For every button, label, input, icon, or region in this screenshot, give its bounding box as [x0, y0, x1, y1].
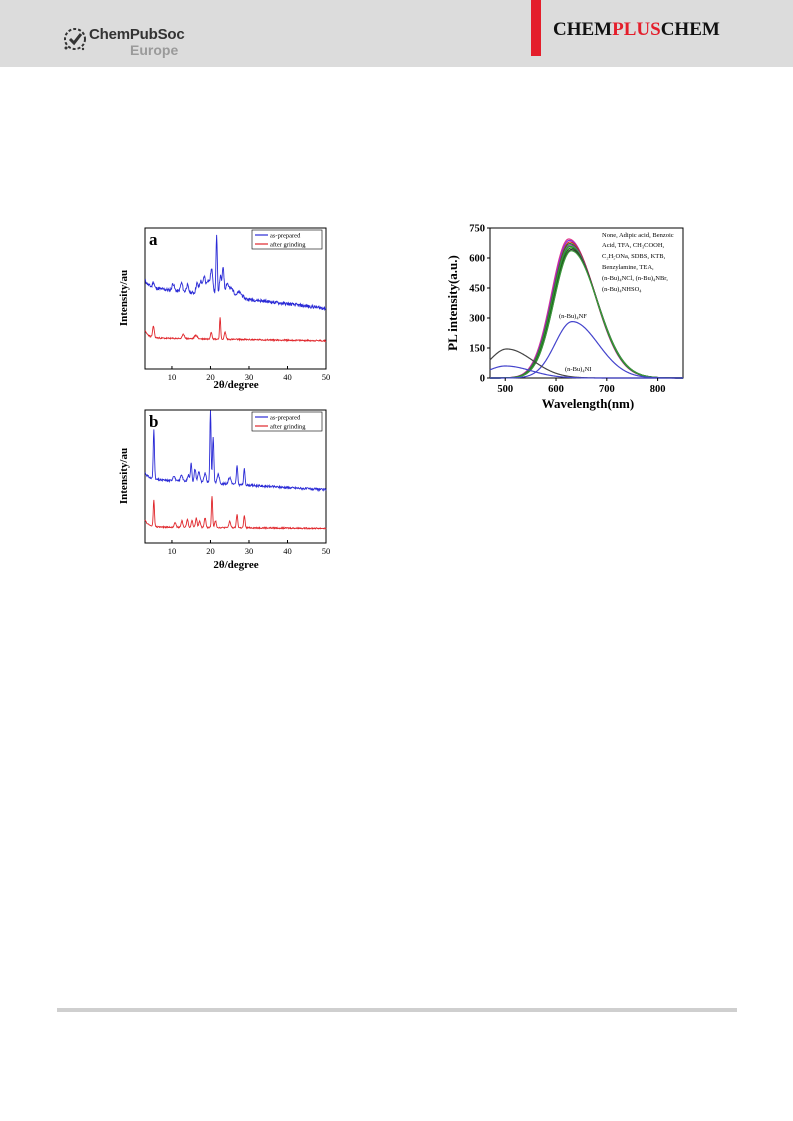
x-tick-label: 700	[599, 384, 615, 395]
plot-frame	[144, 227, 327, 370]
x-tick-label: 500	[497, 384, 513, 395]
series-line-2	[144, 317, 327, 343]
xrd-chart-b: b as-prepared after grinding 2θ/degree I…	[118, 409, 331, 571]
legend-box	[251, 411, 323, 432]
x-tick-label: 40	[283, 546, 292, 556]
footer-rule	[57, 1008, 737, 1012]
series-group	[144, 234, 327, 343]
x-axis-label: 2θ/degree	[213, 559, 258, 571]
legend-label-2: after grinding	[270, 424, 306, 431]
series-line-1	[144, 234, 327, 312]
pl-series-line-2	[490, 239, 683, 379]
axis-ticks: 500 600 700 800 0 150 300 450 600 750	[469, 224, 665, 396]
legend-label-1: as-prepared	[270, 233, 301, 240]
brand-accent-bar	[531, 0, 541, 56]
journal-logo-part3: CHEM	[660, 19, 720, 40]
x-tick-label: 600	[548, 384, 564, 395]
x-tick-label: 20	[206, 546, 215, 556]
series-line-2	[144, 496, 327, 530]
x-tick-label: 30	[245, 372, 254, 382]
y-tick-label: 300	[469, 314, 485, 325]
x-tick-label: 10	[168, 372, 177, 382]
journal-logo-part1: CHEM	[553, 19, 613, 40]
series-line-1	[144, 410, 327, 493]
x-tick-label: 10	[168, 546, 177, 556]
journal-logo-part2: PLUS	[612, 19, 661, 40]
panel-label: b	[149, 412, 158, 431]
annotation-group-list: None, Adipic acid, Benzoic Acid, TFA, CH…	[602, 232, 674, 293]
annotation-line: None, Adipic acid, Benzoic	[602, 232, 674, 239]
y-axis-label: Intensity/au	[118, 448, 130, 504]
x-tick-label: 30	[245, 546, 254, 556]
page-header: ChemPubSoc Europe CHEMPLUSCHEM	[0, 0, 793, 67]
publisher-region: Europe	[130, 42, 179, 58]
annotation-nf: (n-Bu)₄NF	[559, 313, 587, 320]
annotation-line: Acid, TFA, CH₃COOH,	[602, 242, 665, 249]
x-tick-label: 50	[322, 546, 331, 556]
pl-spectrum-chart: 500 600 700 800 0 150 300 450 600 750 Wavelength(…	[445, 224, 684, 411]
plot-frame	[489, 227, 684, 379]
annotation-line: Benzylamine, TEA,	[602, 264, 654, 271]
y-axis-label: PL intensity(a.u.)	[445, 255, 460, 351]
y-tick-label: 0	[480, 374, 485, 385]
x-axis-label: 2θ/degree	[213, 379, 258, 391]
legend-box	[251, 229, 323, 250]
chempubsoc-star-icon	[64, 28, 86, 51]
legend-label-1: as-prepared	[270, 415, 301, 422]
journal-logo: CHEMPLUSCHEM	[553, 19, 720, 41]
xrd-chart-a: a as-prepared after grinding 2θ/degree I…	[118, 227, 331, 391]
x-tick-label: 50	[322, 372, 331, 382]
annotation-line: (n-Bu)₄NCl, (n-Bu)₄NBr,	[602, 275, 668, 282]
annotation-line: C₂H₅ONa, SDBS, KTB,	[602, 253, 666, 260]
y-tick-label: 750	[469, 224, 485, 235]
legend: as-prepared after grinding	[251, 411, 323, 432]
pl-series-line-3	[490, 241, 683, 379]
plot-frame	[144, 409, 327, 544]
y-tick-label: 450	[469, 284, 485, 295]
y-tick-label: 600	[469, 254, 485, 265]
x-ticks: 10 20 30 40 50	[168, 366, 331, 382]
y-axis-label: Intensity/au	[118, 270, 130, 326]
annotation-ni: (n-Bu)₄NI	[565, 366, 591, 373]
annotation-line: (n-Bu)₄NHSO₄	[602, 286, 642, 293]
pl-series-line-12	[489, 365, 683, 379]
y-tick-label: 150	[469, 344, 485, 355]
pl-series-line-4	[490, 242, 683, 379]
pl-series-line-5	[490, 244, 683, 379]
x-tick-label: 20	[206, 372, 215, 382]
x-tick-label: 800	[650, 384, 666, 395]
x-tick-label: 40	[283, 372, 292, 382]
series-group	[144, 410, 327, 530]
legend-label-2: after grinding	[270, 242, 306, 249]
x-ticks: 10 20 30 40 50	[168, 540, 331, 556]
x-axis-label: Wavelength(nm)	[542, 396, 634, 411]
publisher-logo: ChemPubSoc Europe	[62, 24, 192, 60]
panel-label: a	[149, 230, 158, 249]
pl-series-line-11	[489, 348, 683, 379]
legend: as-prepared after grinding	[251, 229, 323, 250]
series-group	[489, 238, 683, 379]
publisher-name: ChemPubSoc	[89, 26, 185, 43]
